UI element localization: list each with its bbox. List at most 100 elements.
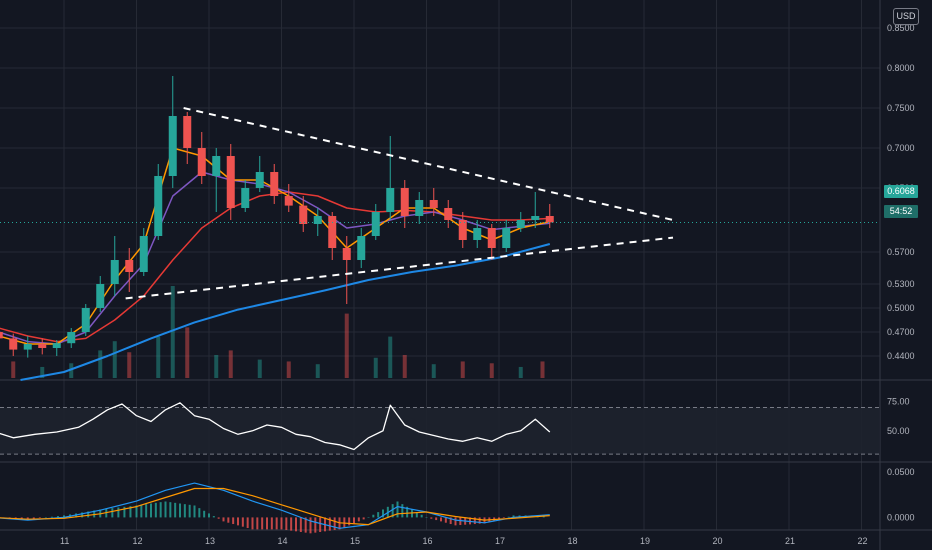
macd-hist-bar bbox=[111, 508, 114, 518]
candle-body bbox=[154, 176, 163, 236]
candle-body bbox=[241, 188, 250, 208]
candle-body bbox=[342, 248, 351, 260]
candle-body bbox=[473, 228, 482, 240]
currency-badge[interactable]: USD bbox=[893, 8, 919, 25]
volume-bar bbox=[431, 364, 436, 378]
macd-hist-bar bbox=[314, 517, 317, 533]
volume-bar bbox=[214, 355, 219, 378]
volume-bar bbox=[540, 361, 545, 378]
macd-hist-bar bbox=[319, 517, 322, 532]
rsi-tick-label: 75.00 bbox=[887, 397, 910, 407]
macd-hist-bar bbox=[87, 511, 90, 518]
volume-bar bbox=[388, 336, 393, 378]
macd-hist-bar bbox=[459, 517, 462, 526]
macd-hist-bar bbox=[222, 517, 225, 522]
volume-bar bbox=[11, 361, 16, 378]
macd-hist-bar bbox=[154, 502, 157, 518]
macd-hist-bar bbox=[81, 512, 84, 518]
macd-hist-bar bbox=[159, 502, 162, 518]
candle-body bbox=[502, 228, 511, 248]
macd-hist-bar bbox=[169, 502, 172, 518]
macd-hist-bar bbox=[372, 514, 375, 518]
macd-hist-bar bbox=[198, 508, 201, 518]
macd-hist-bar bbox=[425, 517, 428, 518]
macd-hist-bar bbox=[285, 517, 288, 530]
macd-hist-bar bbox=[420, 514, 423, 518]
x-tick-label: 13 bbox=[205, 536, 215, 546]
macd-line bbox=[0, 482, 550, 529]
candle-body bbox=[429, 200, 438, 208]
volume-bar bbox=[286, 361, 291, 378]
candle-body bbox=[270, 172, 279, 196]
candle-body bbox=[531, 216, 540, 220]
x-tick-label: 11 bbox=[60, 536, 69, 546]
macd-hist-bar bbox=[203, 510, 206, 518]
candle-body bbox=[487, 228, 496, 248]
macd-hist-bar bbox=[44, 517, 47, 518]
macd-tick-label: 0.0000 bbox=[887, 512, 915, 522]
price-tick-label: 0.5000 bbox=[887, 303, 915, 313]
macd-hist-bar bbox=[295, 517, 297, 532]
candle-body bbox=[284, 196, 293, 206]
x-tick-label: 20 bbox=[713, 536, 723, 546]
macd-hist-bar bbox=[367, 517, 370, 518]
candle-body bbox=[9, 338, 18, 350]
x-tick-label: 14 bbox=[278, 536, 288, 546]
candle-body bbox=[110, 260, 119, 284]
macd-hist-bar bbox=[353, 517, 355, 524]
macd-hist-bar bbox=[164, 501, 167, 518]
volume-bar bbox=[170, 286, 175, 378]
candle-body bbox=[0, 332, 3, 339]
macd-hist-bar bbox=[280, 517, 283, 530]
macd-hist-bar bbox=[140, 504, 143, 518]
trendline-lower bbox=[125, 236, 674, 300]
macd-hist-bar bbox=[183, 504, 186, 518]
candle-body bbox=[197, 148, 206, 176]
volume-bar bbox=[373, 357, 378, 378]
ema-long-line bbox=[20, 243, 551, 381]
candle-body bbox=[226, 156, 235, 208]
macd-hist-bar bbox=[444, 517, 447, 523]
rsi-tick-label: 50.00 bbox=[887, 426, 910, 436]
macd-hist-bar bbox=[270, 517, 273, 530]
candle-body bbox=[415, 200, 424, 216]
candle-body bbox=[545, 216, 554, 223]
candle-body bbox=[400, 188, 409, 216]
candle-body bbox=[444, 208, 453, 220]
macd-hist-bar bbox=[391, 504, 394, 518]
macd-hist-bar bbox=[208, 513, 210, 518]
macd-hist-bar bbox=[348, 517, 351, 526]
x-tick-label: 16 bbox=[423, 536, 433, 546]
candle-body bbox=[183, 116, 192, 148]
x-tick-label: 22 bbox=[858, 536, 868, 546]
macd-hist-bar bbox=[246, 517, 249, 529]
candle-body bbox=[371, 212, 380, 236]
macd-hist-bar bbox=[435, 517, 438, 521]
macd-hist-bar bbox=[212, 516, 215, 518]
price-tick-label: 0.8000 bbox=[887, 63, 915, 73]
trendline-upper bbox=[183, 107, 674, 221]
macd-hist-bar bbox=[56, 516, 59, 518]
macd-hist-bar bbox=[406, 506, 409, 518]
candle-body bbox=[328, 216, 337, 248]
macd-hist-bar bbox=[93, 510, 96, 518]
volume-bar bbox=[460, 361, 465, 378]
volume-bar bbox=[315, 364, 320, 378]
volume-bar bbox=[112, 341, 117, 378]
volume-bar bbox=[127, 352, 132, 378]
macd-hist-bar bbox=[20, 517, 23, 520]
macd-hist-bar bbox=[174, 502, 177, 518]
price-tick-label: 0.7000 bbox=[887, 143, 915, 153]
macd-hist-bar bbox=[38, 517, 41, 519]
macd-hist-bar bbox=[382, 509, 384, 518]
macd-hist-bar bbox=[454, 517, 457, 526]
macd-hist-bar bbox=[309, 517, 312, 534]
candle-body bbox=[255, 172, 264, 188]
price-tick-label: 0.4400 bbox=[887, 351, 915, 361]
macd-hist-bar bbox=[232, 517, 235, 525]
macd-hist-bar bbox=[275, 517, 278, 530]
x-tick-label: 18 bbox=[568, 536, 578, 546]
price-tick-label: 0.8500 bbox=[887, 23, 915, 33]
macd-hist-bar bbox=[343, 517, 346, 528]
